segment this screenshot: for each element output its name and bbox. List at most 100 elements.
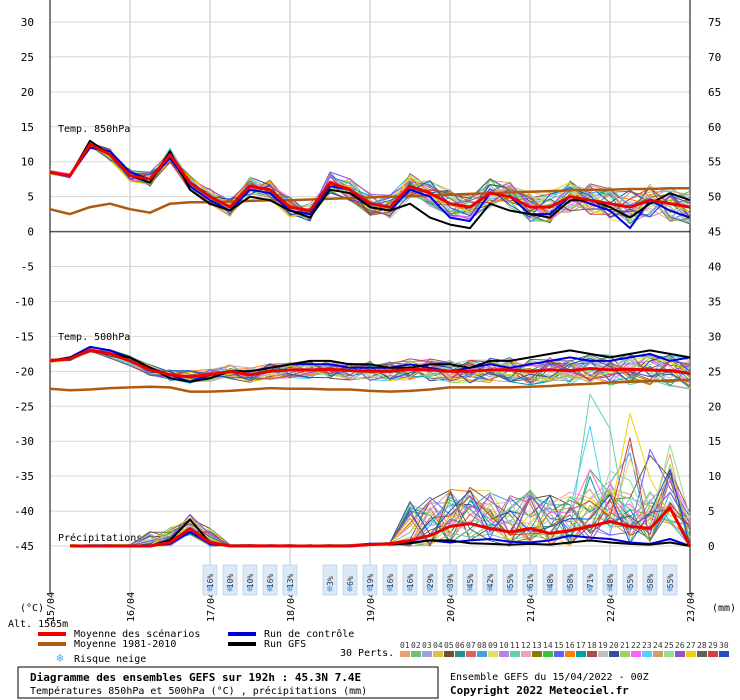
snow-risk-percent: 13% — [286, 574, 295, 589]
x-date-label: 19/04 — [366, 592, 377, 622]
snow-risk-box — [282, 564, 298, 596]
right-tick-label: 5 — [708, 505, 715, 518]
snow-risk-percent: 58% — [566, 574, 575, 589]
snow-risk-box — [622, 564, 638, 596]
snow-risk-percent: 29% — [426, 574, 435, 589]
legend-label: Moyenne 1981-2010 — [74, 639, 176, 650]
perturbation-swatch — [598, 651, 608, 657]
snow-risk-box — [322, 564, 338, 596]
right-tick-label: 70 — [708, 51, 721, 64]
x-date-label: 22/04 — [606, 592, 617, 622]
left-tick-label: 5 — [27, 191, 34, 204]
perturbation-swatch — [510, 651, 520, 657]
member-t500-line — [49, 349, 691, 382]
x-date-label: 18/04 — [286, 592, 297, 622]
snowflake-icon: ❄ — [207, 584, 214, 595]
right-tick-label: 45 — [708, 226, 721, 239]
perturbation-id: 19 — [598, 641, 608, 650]
left-tick-label: -40 — [14, 505, 34, 518]
snowflake-icon: ❄ — [387, 584, 394, 595]
perturbation-swatch — [708, 651, 718, 657]
left-tick-label: -5 — [21, 261, 34, 274]
altitude-label: Alt. 1565m — [8, 619, 68, 630]
snow-risk-box — [422, 564, 438, 596]
right-tick-label: 10 — [708, 470, 721, 483]
snow-risk-box — [262, 564, 278, 596]
perturbation-id: 07 — [466, 641, 476, 650]
right-tick-label: 40 — [708, 261, 721, 274]
perturbation-swatch — [477, 651, 487, 657]
snow-risk-percent: 6% — [346, 576, 355, 586]
left-tick-label: -35 — [14, 470, 34, 483]
right-tick-label: 15 — [708, 435, 721, 448]
snowflake-icon: ❄ — [267, 584, 274, 595]
x-date-label: 20/04 — [446, 592, 457, 622]
legend-label: Risque neige — [74, 654, 146, 665]
right-tick-label: 0 — [708, 540, 715, 553]
perturbation-id: 10 — [499, 641, 509, 650]
perturbation-id: 21 — [620, 641, 630, 650]
snow-risk-percent: 42% — [486, 574, 495, 589]
perturbation-swatch — [532, 651, 542, 657]
perturbation-swatch — [686, 651, 696, 657]
perturbation-id: 13 — [532, 641, 542, 650]
snow-risk-box — [342, 564, 358, 596]
snowflake-icon: ❄ — [347, 584, 354, 595]
snowflake-icon: ❄ — [527, 584, 534, 595]
perturbations-label: 30 Perts. — [340, 648, 394, 659]
copyright-label: Copyright 2022 Meteociel.fr — [450, 684, 629, 697]
perturbation-swatch — [422, 651, 432, 657]
t500-normal-line — [49, 378, 691, 393]
right-tick-label: 25 — [708, 365, 721, 378]
snow-risk-box — [362, 564, 378, 596]
t500-mean-line — [49, 348, 691, 379]
x-date-label: 15/04 — [46, 592, 57, 622]
perturbation-swatch — [719, 651, 729, 657]
right-tick-label: 55 — [708, 156, 721, 169]
member-t850-line — [49, 142, 691, 219]
snow-risk-percent: 45% — [466, 574, 475, 589]
snow-risk-percent: 55% — [626, 574, 635, 589]
snow-risk-box — [482, 564, 498, 596]
perturbation-swatch — [576, 651, 586, 657]
perturbation-id: 06 — [455, 641, 465, 650]
perturbation-id: 27 — [686, 641, 696, 650]
perturbation-id: 25 — [664, 641, 674, 650]
snowflake-icon: ❄ — [247, 584, 254, 595]
snow-risk-box — [382, 564, 398, 596]
perturbation-id: 28 — [697, 641, 707, 650]
right-tick-label: 20 — [708, 400, 721, 413]
snowflake-icon: ❄ — [627, 584, 634, 595]
perturbation-swatch — [653, 651, 663, 657]
snow-risk-percent: 10% — [226, 574, 235, 589]
plot-area — [49, 139, 692, 548]
snowflake-icon: ❄ — [367, 584, 374, 595]
perturbation-id: 03 — [422, 641, 432, 650]
perturbation-id: 01 — [400, 641, 410, 650]
perturbation-id: 12 — [521, 641, 531, 650]
perturbation-id: 16 — [565, 641, 575, 650]
perturbation-swatch — [565, 651, 575, 657]
x-date-label: 21/04 — [526, 592, 537, 622]
perturbation-id: 23 — [642, 641, 652, 650]
perturbation-id: 30 — [719, 641, 729, 650]
snow-risk-percent: 58% — [646, 574, 655, 589]
left-tick-label: 30 — [21, 16, 34, 29]
perturbation-swatch — [466, 651, 476, 657]
snowflake-icon: ❄ — [56, 651, 63, 665]
snowflake-icon: ❄ — [547, 584, 554, 595]
snow-risk-box — [222, 564, 238, 596]
left-tick-label: -30 — [14, 435, 34, 448]
left-tick-label: -10 — [14, 295, 34, 308]
left-tick-label: -25 — [14, 400, 34, 413]
snow-risk-box — [242, 564, 258, 596]
right-tick-label: 65 — [708, 86, 721, 99]
snow-risk-percent: 71% — [586, 574, 595, 589]
perturbation-id: 22 — [631, 641, 641, 650]
chart-grid — [49, 0, 691, 594]
chart-subtitle: Températures 850hPa et 500hPa (°C) , pré… — [30, 685, 367, 697]
legend-label: Run de contrôle — [264, 628, 354, 640]
left-axis-unit: (°C) — [20, 603, 44, 614]
perturbation-id: 20 — [609, 641, 619, 650]
perturbation-swatch — [433, 651, 443, 657]
